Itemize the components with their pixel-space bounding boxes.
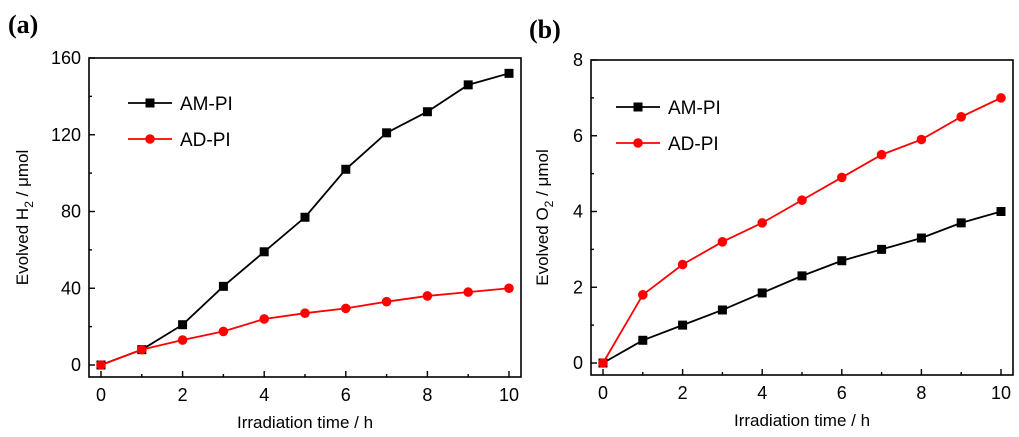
legend: AM-PI AD-PI: [128, 94, 233, 151]
x-tick-label: 6: [837, 383, 847, 403]
data-point: [877, 244, 887, 254]
data-point: [837, 256, 847, 266]
data-point: [463, 287, 474, 297]
series-am-pi: [598, 207, 1006, 368]
data-point: [177, 335, 188, 345]
data-point: [259, 314, 270, 324]
series-ad-pi: [96, 283, 514, 370]
data-point: [837, 172, 847, 183]
series-line: [602, 210, 1002, 364]
x-tick-label: 8: [916, 383, 926, 403]
data-point: [422, 291, 433, 301]
series-line: [100, 287, 510, 366]
legend-label: AD-PI: [668, 134, 719, 155]
data-point: [956, 112, 966, 122]
legend-marker: [633, 102, 643, 112]
x-tick-label: 10: [499, 385, 519, 405]
data-point: [797, 271, 807, 281]
data-point: [797, 195, 807, 205]
panel-label-a: (a): [8, 10, 38, 39]
x-tick-label: 2: [678, 383, 688, 403]
y-tick-label: 2: [573, 277, 583, 297]
data-point: [996, 207, 1006, 216]
data-point: [598, 358, 608, 368]
y-axis-title-unit: / μmol: [13, 150, 32, 201]
x-axis-title: Irradiation time / h: [237, 413, 373, 432]
panel-label-b: (b): [529, 15, 561, 44]
legend-label: AM-PI: [180, 94, 233, 115]
y-axis-title-main: Evolved O: [533, 207, 552, 285]
legend-label: AM-PI: [668, 98, 721, 119]
x-tick-label: 0: [96, 385, 106, 405]
y-axis-title-main: Evolved H: [13, 208, 32, 285]
data-point: [504, 68, 514, 78]
data-point: [178, 320, 188, 330]
y-axis-title: Evolved H2 / μmol: [13, 150, 36, 286]
x-tick-label: 6: [341, 385, 351, 405]
y-axis-title-subscript: 2: [542, 200, 556, 207]
data-point: [218, 281, 228, 291]
data-point: [757, 288, 767, 298]
chart-panel-b: 0 2 4 6 8 10 0 2 4 6 8 Irradiation time / h Evolved …: [533, 50, 1014, 430]
data-point: [717, 237, 728, 247]
series-am-pi: [96, 68, 514, 370]
y-tick-label: 0: [573, 353, 583, 373]
x-tick-label: 0: [598, 383, 608, 403]
data-point: [996, 93, 1006, 103]
data-point: [300, 212, 310, 222]
data-point: [717, 305, 727, 315]
legend-marker: [145, 98, 155, 108]
x-tick-label: 4: [259, 385, 269, 405]
y-tick-label: 0: [71, 355, 81, 375]
y-tick-label: 160: [51, 48, 81, 68]
y-tick-label: 120: [51, 125, 81, 145]
legend-marker: [145, 134, 155, 144]
data-point: [638, 290, 648, 300]
data-point: [341, 164, 351, 174]
x-tick-label: 8: [422, 385, 432, 405]
data-point: [218, 326, 229, 337]
y-axis-title-unit: / μmol: [533, 149, 552, 200]
data-point: [916, 233, 926, 243]
y-tick-label: 40: [61, 278, 81, 298]
data-point: [341, 303, 351, 314]
legend-marker: [633, 138, 643, 148]
x-axis-title: Irradiation time / h: [734, 411, 870, 430]
legend-label: AD-PI: [180, 130, 231, 151]
y-axis-title: Evolved O2 / μmol: [533, 149, 556, 285]
data-point: [463, 80, 473, 90]
data-point: [382, 128, 392, 138]
data-point: [259, 247, 269, 257]
series-ad-pi: [598, 93, 1006, 368]
x-tick-label: 2: [178, 385, 188, 405]
x-tick-label: 10: [991, 383, 1011, 403]
data-point: [876, 149, 887, 160]
data-point: [381, 296, 392, 307]
y-axis-title-subscript: 2: [22, 201, 36, 208]
data-point: [137, 344, 147, 355]
data-point: [678, 320, 688, 330]
data-point: [677, 259, 688, 270]
data-point: [916, 134, 927, 145]
legend: AM-PI AD-PI: [616, 98, 721, 155]
data-point: [757, 218, 767, 228]
y-tick-label: 8: [573, 50, 583, 70]
y-tick-label: 80: [61, 202, 81, 222]
x-tick-label: 4: [757, 383, 767, 403]
data-point: [956, 218, 966, 228]
chart-panel-a: 0 2 4 6 8 10 0 40 80 120 160 Irradiation time / h Ev…: [13, 48, 522, 432]
y-tick-label: 4: [573, 202, 583, 222]
data-point: [638, 335, 648, 345]
data-point: [504, 283, 514, 294]
data-point: [96, 360, 106, 370]
y-tick-label: 6: [573, 126, 583, 146]
data-point: [422, 107, 432, 117]
data-point: [300, 308, 310, 318]
